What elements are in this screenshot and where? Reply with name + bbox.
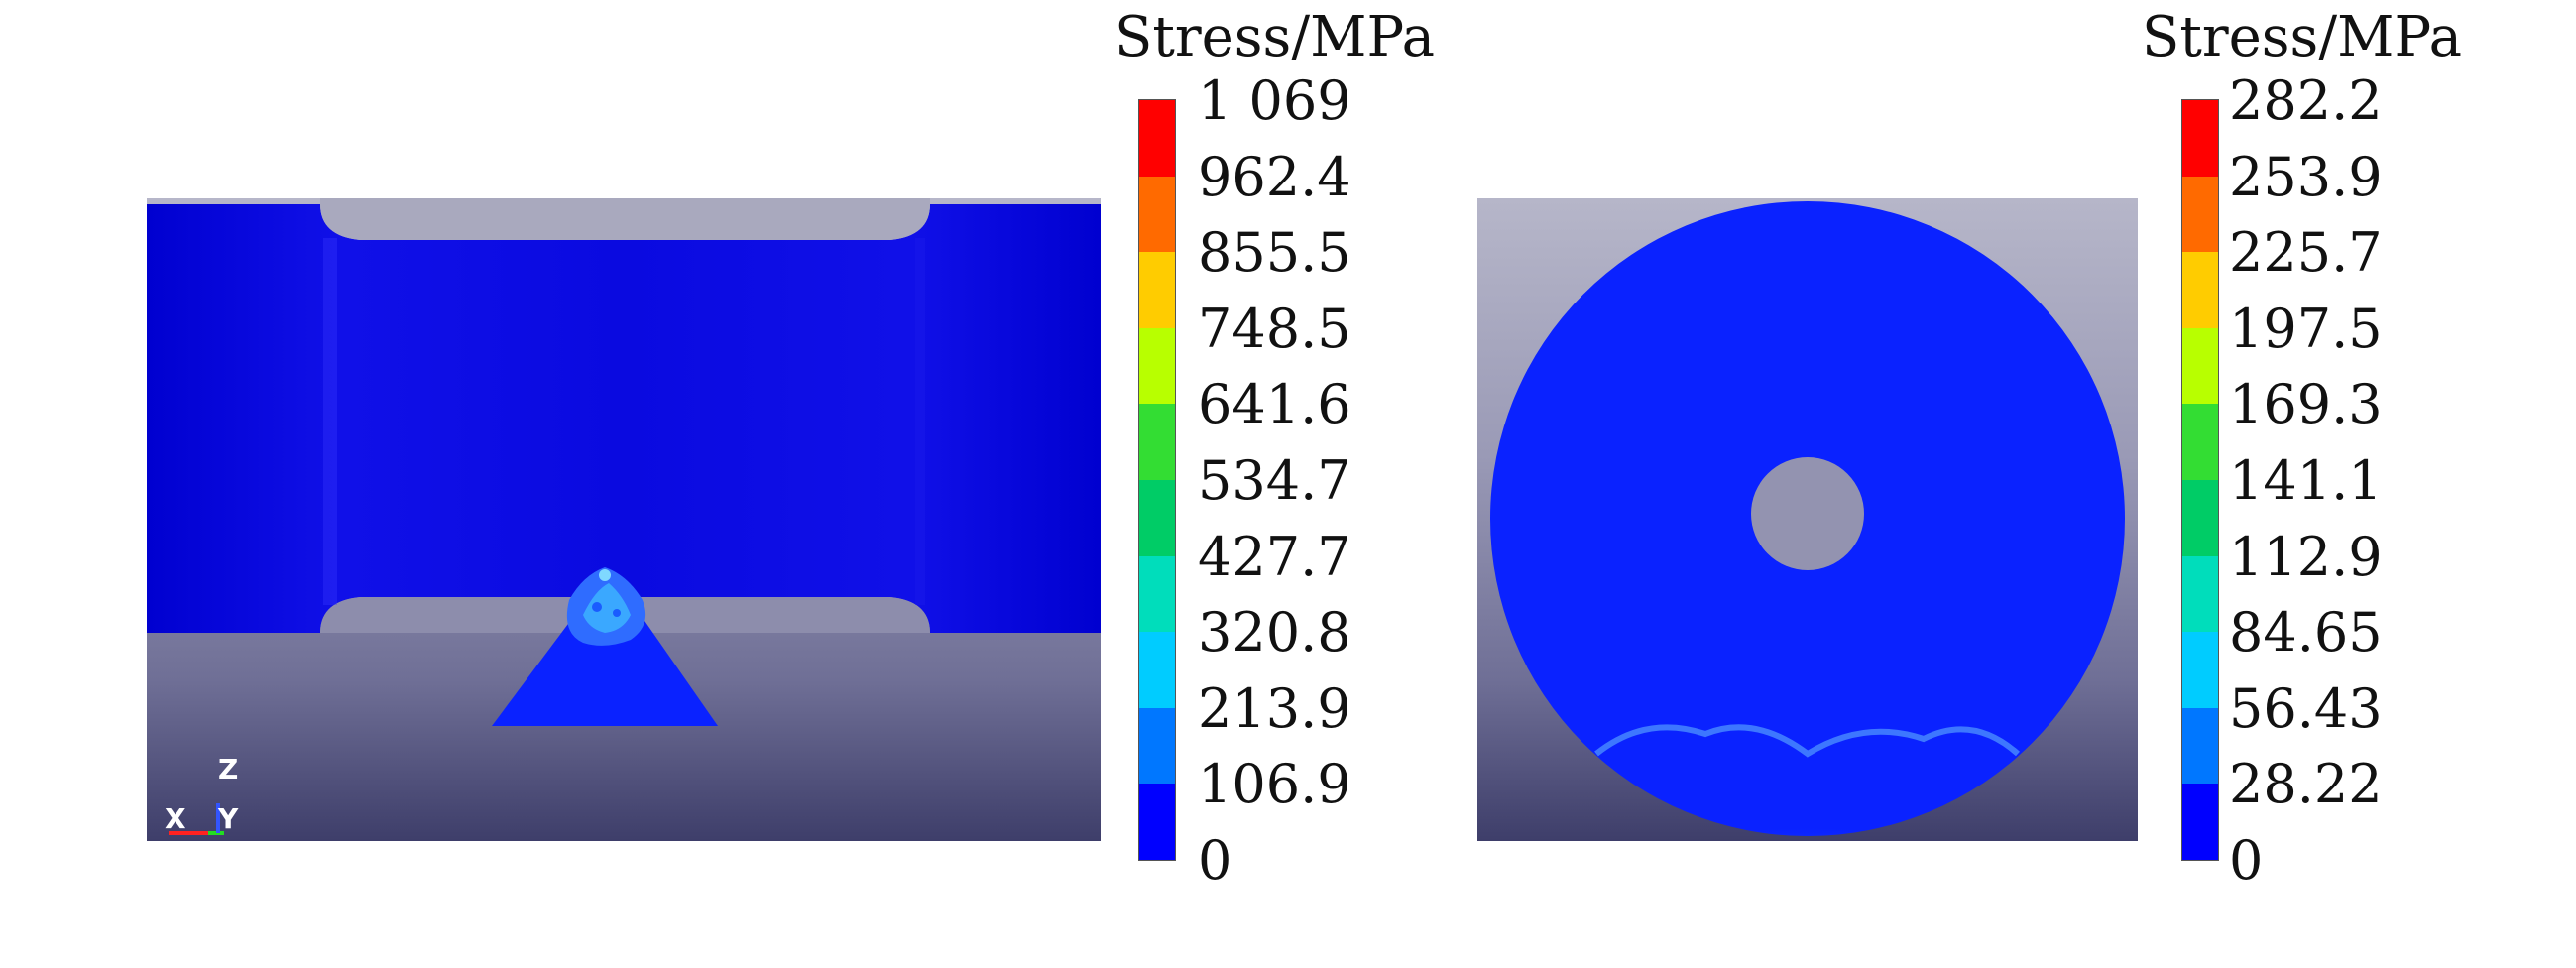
pin-body [147, 204, 1101, 633]
colorbar-tick-label: 253.9 [2229, 145, 2383, 208]
colorbar-segment [2182, 100, 2218, 178]
top-view-model [1490, 201, 2125, 836]
colorbar-segment [2182, 707, 2218, 785]
colorbar-tick-label: 169.3 [2229, 373, 2383, 436]
colorbar-tick-label: 213.9 [1198, 676, 1351, 740]
y-axis-label: Y [218, 802, 239, 835]
side-view-model [147, 198, 1101, 835]
colorbar-tick-label: 84.65 [2229, 601, 2383, 665]
colorbar-title: Stress/MPa [2142, 5, 2463, 69]
colorbar-tick-label: 106.9 [1198, 753, 1351, 816]
colorbar-tick-label: 320.8 [1198, 601, 1351, 665]
colorbar-segment [1139, 784, 1175, 861]
colorbar-tick-label: 282.2 [2229, 69, 2383, 132]
colorbar-title: Stress/MPa [1114, 5, 1436, 69]
colorbar-tick-label: 56.43 [2229, 676, 2383, 740]
colorbar-tick-label: 141.1 [2229, 449, 2383, 512]
center-hole [1751, 457, 1864, 570]
colorbar-tick-label: 962.4 [1198, 145, 1351, 208]
colorbar-segment [2182, 176, 2218, 253]
colorbar-segment [1139, 252, 1175, 329]
colorbar-segment [2182, 327, 2218, 405]
colorbar-tick-label: 427.7 [1198, 525, 1351, 588]
colorbar-segment [1139, 100, 1175, 178]
colorbar-tick-label: 225.7 [2229, 221, 2383, 285]
colorbar-segment [2182, 555, 2218, 633]
colorbar-tick-label: 1 069 [1198, 69, 1351, 132]
colorbar-tick-label: 0 [1198, 829, 1232, 892]
x-axis-label: X [165, 802, 186, 835]
colorbar-tick-label: 28.22 [2229, 753, 2383, 816]
stress-colorbar [2181, 99, 2219, 861]
colorbar-segment [1139, 632, 1175, 709]
colorbar-segment [1139, 404, 1175, 481]
colorbar-segment [1139, 707, 1175, 785]
colorbar-tick-label: 748.5 [1198, 297, 1351, 360]
colorbar-tick-label: 641.6 [1198, 373, 1351, 436]
colorbar-segment [2182, 404, 2218, 481]
colorbar-segment [1139, 327, 1175, 405]
colorbar-segment [2182, 784, 2218, 861]
colorbar-segment [2182, 480, 2218, 557]
colorbar-segment [1139, 480, 1175, 557]
colorbar-segment [1139, 176, 1175, 253]
colorbar-segment [2182, 632, 2218, 709]
side-view-render: Z X Y [147, 198, 1101, 841]
colorbar-tick-label: 855.5 [1198, 221, 1351, 285]
colorbar-segment [1139, 555, 1175, 633]
colorbar-tick-label: 112.9 [2229, 525, 2383, 588]
contact-wedge [492, 569, 718, 726]
top-view-render [1477, 198, 2138, 841]
colorbar-tick-label: 534.7 [1198, 449, 1351, 512]
colorbar-tick-label: 0 [2229, 829, 2264, 892]
z-axis-label: Z [218, 753, 239, 786]
colorbar-segment [2182, 252, 2218, 329]
stress-colorbar [1138, 99, 1176, 861]
colorbar-tick-label: 197.5 [2229, 297, 2383, 360]
